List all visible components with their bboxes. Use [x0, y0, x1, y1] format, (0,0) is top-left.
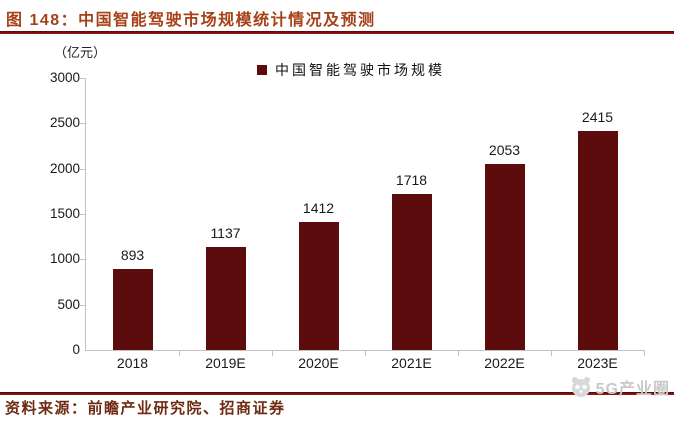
bar-value-label: 1718: [395, 172, 428, 189]
legend-series-label: 中国智能驾驶市场规模: [275, 63, 445, 79]
footer-divider-rule: [0, 392, 674, 395]
y-axis-tick-label: 2500: [49, 115, 80, 131]
chart-plot-area: 0 500 1000 1500 2000 2500 3000 893 2018 1137 2019E…: [50, 70, 645, 371]
bar-2019E: [205, 246, 246, 350]
figure-title: 图 148：中国智能驾驶市场规模统计情况及预测: [6, 12, 376, 29]
x-axis-category-label: 2018: [116, 355, 149, 371]
x-axis-category-label: 2019E: [205, 355, 246, 371]
watermark-logo-icon: [571, 377, 590, 397]
x-axis-tick-mark: [272, 350, 273, 356]
y-axis-tick-label: 3000: [49, 70, 80, 85]
y-axis-tick-mark: [80, 214, 86, 215]
x-axis-tick-mark: [644, 350, 645, 356]
bar-value-label: 1412: [302, 199, 335, 216]
x-axis-tick-mark: [458, 350, 459, 356]
x-axis-category-label: 2021E: [391, 355, 432, 371]
bar-value-label: 893: [120, 247, 145, 264]
bar-2023E: [577, 131, 618, 350]
y-axis-tick-mark: [80, 304, 86, 306]
y-axis-tick-mark: [80, 259, 86, 261]
watermark-text: 5G产业圈: [595, 381, 670, 398]
y-axis-tick-mark: [80, 168, 86, 170]
watermark: 5G产业圈: [569, 375, 670, 399]
bar-2022E: [484, 163, 525, 350]
y-axis-tick-label: 2000: [49, 160, 80, 176]
y-axis-tick-label: 1500: [49, 206, 80, 221]
y-axis-tick-label: 500: [57, 296, 80, 312]
x-axis-category-label: 2020E: [298, 355, 339, 371]
y-axis-tick-label: 0: [72, 342, 80, 357]
bar-value-label: 2415: [581, 109, 614, 126]
x-axis-tick-mark: [179, 350, 180, 356]
legend: 中国智能驾驶市场规模: [257, 60, 445, 80]
y-axis-tick-mark: [80, 78, 86, 79]
x-axis-tick-mark: [551, 350, 552, 356]
bar-2020E: [298, 221, 339, 350]
legend-square-marker: [257, 65, 267, 75]
bar-2021E: [391, 194, 432, 350]
bar-value-label: 1137: [210, 224, 241, 241]
bar-2018: [112, 269, 153, 350]
y-axis-tick-label: 1000: [49, 251, 80, 267]
x-axis-category-label: 2023E: [577, 355, 618, 371]
x-axis-tick-mark: [365, 350, 366, 356]
source-note: 资料来源：前瞻产业研究院、招商证券: [5, 399, 286, 417]
title-divider-rule: [0, 31, 674, 34]
y-axis-unit-label: （亿元）: [54, 46, 107, 61]
y-axis-tick-mark: [80, 123, 86, 125]
bar-value-label: 2053: [488, 141, 521, 158]
x-axis-category-label: 2022E: [484, 355, 525, 371]
